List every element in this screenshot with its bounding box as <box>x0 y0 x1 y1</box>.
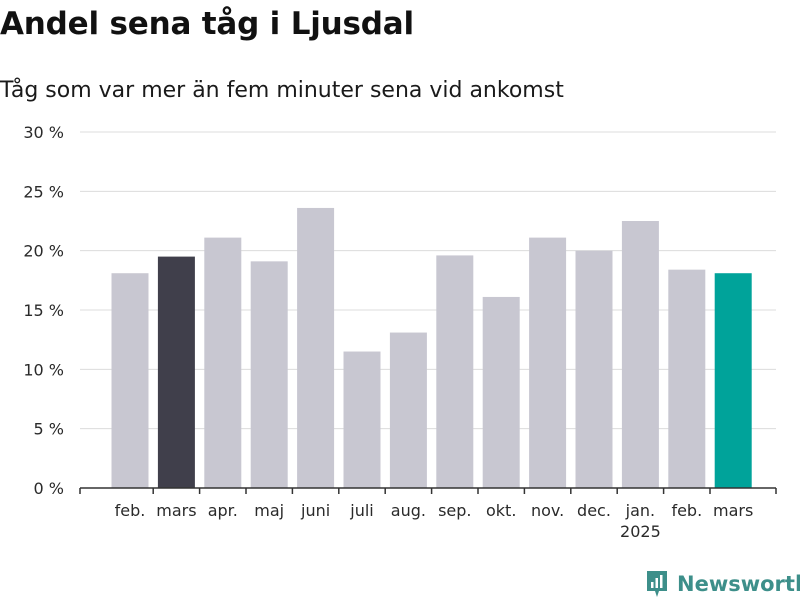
bar <box>529 237 567 488</box>
bar <box>575 250 613 488</box>
x-axis-ticks: feb. mars apr. maj juni juli aug. sep. okt. nov. d… <box>115 501 754 541</box>
x-tick-label: apr. <box>208 501 238 520</box>
y-axis-ticks: 0 % 5 % 10 % 15 % 20 % 25 % 30 % <box>23 123 64 498</box>
brand-logo: Newsworthy <box>645 569 800 599</box>
bar <box>668 269 706 488</box>
y-tick-label: 5 % <box>34 420 64 439</box>
bar <box>157 256 195 488</box>
bar <box>621 221 659 488</box>
y-tick-label: 20 % <box>23 242 64 261</box>
bar <box>714 273 752 488</box>
x-axis <box>79 487 777 494</box>
bar <box>482 296 520 488</box>
x-tick-label: nov. <box>531 501 564 520</box>
bar <box>436 255 474 488</box>
bar <box>204 237 242 488</box>
bars <box>111 207 752 489</box>
y-tick-label: 15 % <box>23 301 64 320</box>
y-tick-label: 25 % <box>23 182 64 201</box>
bar <box>250 261 288 488</box>
bar <box>343 351 381 488</box>
x-tick-label: mars <box>713 501 753 520</box>
x-tick-label: aug. <box>391 501 426 520</box>
y-tick-label: 30 % <box>23 123 64 142</box>
x-tick-label: dec. <box>577 501 611 520</box>
x-year-label: 2025 <box>620 522 661 541</box>
x-tick-label: juni <box>300 501 330 520</box>
x-tick-label: juli <box>349 501 373 520</box>
gridlines <box>80 131 776 430</box>
x-tick-label: feb. <box>671 501 702 520</box>
newsworthy-logo-icon <box>647 571 667 597</box>
chart-subtitle: Tåg som var mer än fem minuter sena vid … <box>0 78 564 103</box>
x-tick-label: maj <box>254 501 284 520</box>
x-tick-label: mars <box>156 501 196 520</box>
bar <box>297 207 335 489</box>
bar <box>389 332 427 488</box>
x-tick-label: sep. <box>438 501 471 520</box>
bar <box>111 273 149 488</box>
x-tick-label: jan. <box>625 501 655 520</box>
brand-name: Newsworthy <box>677 572 800 596</box>
y-tick-label: 10 % <box>23 360 64 379</box>
y-tick-label: 0 % <box>34 479 64 498</box>
chart-title: Andel sena tåg i Ljusdal <box>0 6 414 42</box>
x-tick-label: feb. <box>115 501 146 520</box>
x-tick-label: okt. <box>486 501 516 520</box>
